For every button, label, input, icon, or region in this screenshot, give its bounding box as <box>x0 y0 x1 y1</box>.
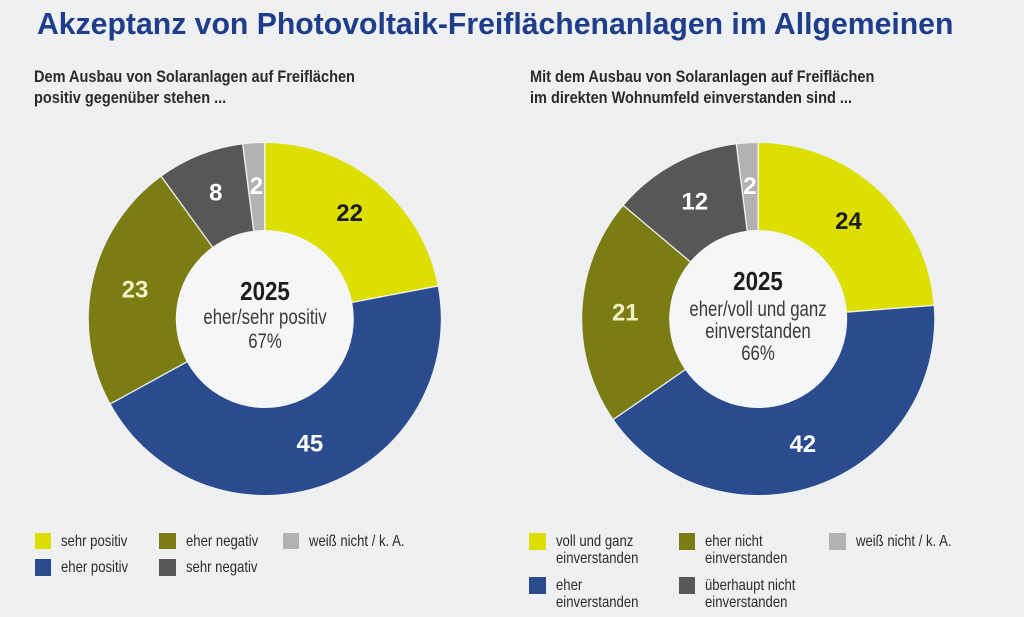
svg-text:2: 2 <box>743 173 756 200</box>
svg-text:23: 23 <box>122 277 149 304</box>
svg-text:2: 2 <box>250 173 263 200</box>
svg-text:12: 12 <box>681 189 708 216</box>
svg-text:45: 45 <box>297 431 324 458</box>
svg-text:22: 22 <box>336 200 363 227</box>
svg-text:21: 21 <box>612 299 639 326</box>
svg-text:24: 24 <box>835 208 862 235</box>
svg-text:8: 8 <box>209 180 222 207</box>
svg-text:42: 42 <box>789 431 816 458</box>
